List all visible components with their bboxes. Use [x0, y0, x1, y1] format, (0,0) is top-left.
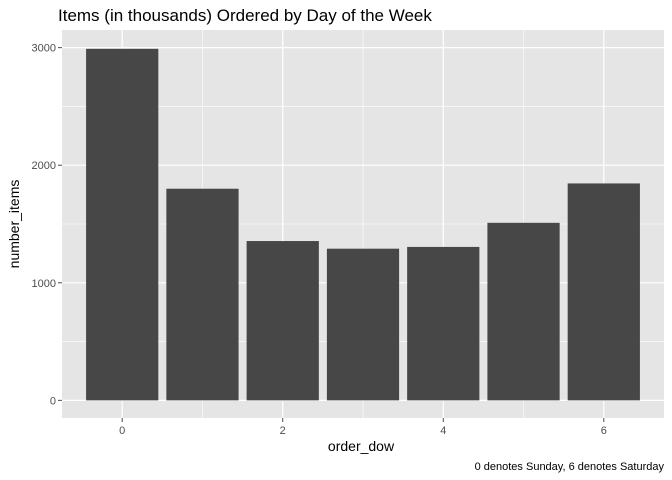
x-axis: 0 2 4 6 [119, 418, 607, 437]
y-tick-label: 1000 [32, 278, 56, 290]
x-axis-title: order_dow [328, 438, 395, 454]
chart-title: Items (in thousands) Ordered by Day of t… [58, 6, 432, 25]
y-tick-label: 3000 [32, 43, 56, 55]
bar [166, 188, 239, 401]
y-axis-title: number_items [6, 180, 22, 269]
bar [567, 183, 640, 401]
bar [407, 246, 480, 401]
bar [487, 222, 560, 401]
chart-caption: 0 denotes Sunday, 6 denotes Saturday [475, 461, 665, 473]
y-tick-label: 2000 [32, 160, 56, 172]
bar [246, 241, 319, 401]
y-axis: 0 1000 2000 3000 [32, 43, 62, 407]
x-tick-label: 2 [280, 425, 286, 437]
x-tick-label: 0 [119, 425, 125, 437]
x-tick-label: 4 [440, 425, 446, 437]
bar [86, 48, 159, 401]
y-tick-label: 0 [50, 395, 56, 407]
bar [326, 248, 400, 401]
x-tick-label: 6 [601, 425, 607, 437]
bars [86, 48, 640, 401]
